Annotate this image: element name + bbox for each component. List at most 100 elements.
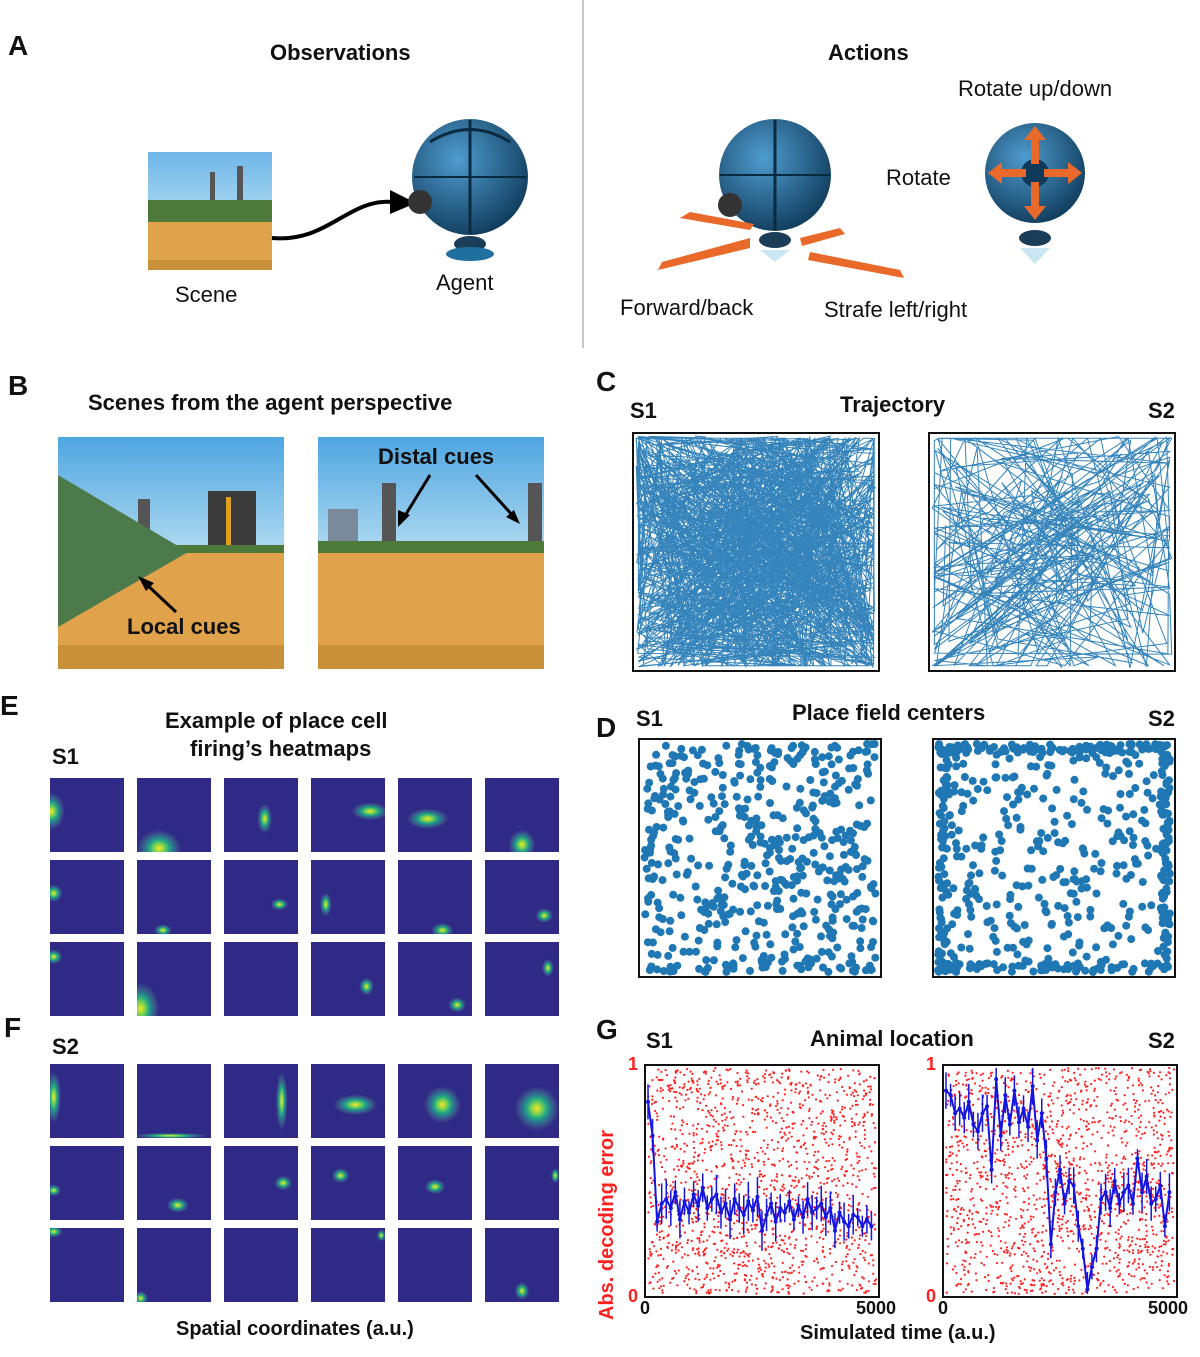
decoding-sample [1058,1270,1061,1273]
decoding-sample [1132,1171,1135,1174]
place-field-point [1119,861,1128,870]
decoding-sample [714,1120,717,1123]
place-field-point [653,965,661,974]
decoding-sample [671,1087,674,1090]
decoding-sample [951,1173,954,1176]
decoding-sample [1108,1259,1111,1263]
decoding-sample [1056,1123,1059,1126]
decoding-sample [732,1237,735,1240]
decoding-sample [873,1213,877,1216]
decoding-sample [674,1246,678,1249]
place-field-point [962,886,971,895]
decoding-sample [854,1229,858,1232]
decoding-sample [703,1222,706,1225]
decoding-sample [764,1266,767,1269]
decoding-sample [1141,1089,1144,1092]
decoding-sample [676,1100,679,1103]
decoding-sample [1086,1205,1089,1208]
decoding-point [769,1201,774,1206]
decoding-sample [1049,1092,1052,1095]
decoding-sample [802,1186,805,1189]
decoding-sample [823,1138,827,1141]
decoding-sample [1046,1216,1049,1220]
decoding-sample [1149,1253,1152,1256]
decoding-sample [1138,1245,1142,1248]
trajectory-line [931,435,1173,669]
decoding-sample [809,1227,812,1230]
decoding-sample [806,1152,809,1155]
decoding-sample [1167,1262,1170,1266]
decoding-sample [838,1179,841,1182]
decoding-sample [743,1255,746,1258]
decoding-sample [730,1143,733,1147]
decoding-sample [737,1263,740,1266]
place-field-point [995,830,1004,839]
decoding-sample [847,1204,850,1207]
decoding-sample [771,1228,774,1231]
decoding-sample [1011,1071,1014,1074]
decoding-sample [1139,1218,1142,1221]
heatmap-cell [224,1146,298,1220]
decoding-sample [1040,1239,1043,1242]
decoding-sample [673,1090,676,1093]
decoding-sample [965,1242,968,1245]
decoding-sample [1091,1179,1094,1182]
decoding-sample [780,1127,783,1130]
place-field-point [824,948,833,957]
decoding-sample [681,1256,684,1259]
decoding-sample [964,1288,967,1291]
decoding-sample [841,1105,844,1108]
place-field-point [1037,829,1046,838]
decoding-sample [983,1142,986,1145]
place-field-point [1047,919,1056,928]
decoding-sample [835,1116,838,1119]
decoding-sample [721,1087,724,1090]
decoding-sample [872,1259,875,1262]
decoding-sample [1097,1067,1100,1070]
decoding-sample [857,1246,860,1250]
decoding-sample [757,1097,760,1100]
decoding-sample [751,1165,754,1168]
decoding-sample [661,1291,664,1294]
place-field-point [661,800,670,808]
decoding-sample [1035,1260,1038,1263]
decoding-sample [1043,1093,1046,1096]
decoding-sample [681,1133,684,1136]
place-field-point [1048,804,1057,813]
decoding-sample [699,1101,702,1104]
place-field-point [1102,922,1111,931]
place-field-point [957,788,966,797]
decoding-sample [1013,1140,1016,1143]
decoding-sample [741,1264,744,1268]
decoding-sample [999,1240,1002,1243]
decoding-sample [1106,1166,1109,1170]
decoding-sample [959,1208,962,1211]
decoding-sample [809,1083,812,1086]
decoding-point [1026,1124,1031,1129]
place-field-point [796,961,804,970]
decoding-sample [1042,1151,1045,1154]
place-field-point [721,918,730,927]
decoding-point [1035,1138,1040,1143]
place-field-point [1063,912,1072,920]
decoding-sample [975,1072,978,1075]
decoding-sample [732,1251,736,1255]
decoding-sample [1147,1245,1150,1248]
decoding-point [1085,1287,1090,1292]
decoding-sample [691,1248,694,1251]
decoding-sample [762,1275,765,1278]
place-field-point [654,860,663,869]
decoding-sample [719,1232,722,1235]
decoding-sample [1065,1175,1068,1178]
decoding-sample [689,1176,692,1180]
decoding-sample [772,1242,775,1245]
decoding-sample [787,1292,791,1295]
decoding-sample [1122,1168,1125,1171]
decoding-sample [1113,1126,1116,1129]
heatmap-cell [224,1064,298,1138]
decoding-sample [858,1155,861,1158]
decoding-sample [716,1139,719,1142]
decoding-sample [765,1069,768,1072]
decoding-sample [951,1152,954,1155]
decoding-sample [1085,1172,1088,1175]
